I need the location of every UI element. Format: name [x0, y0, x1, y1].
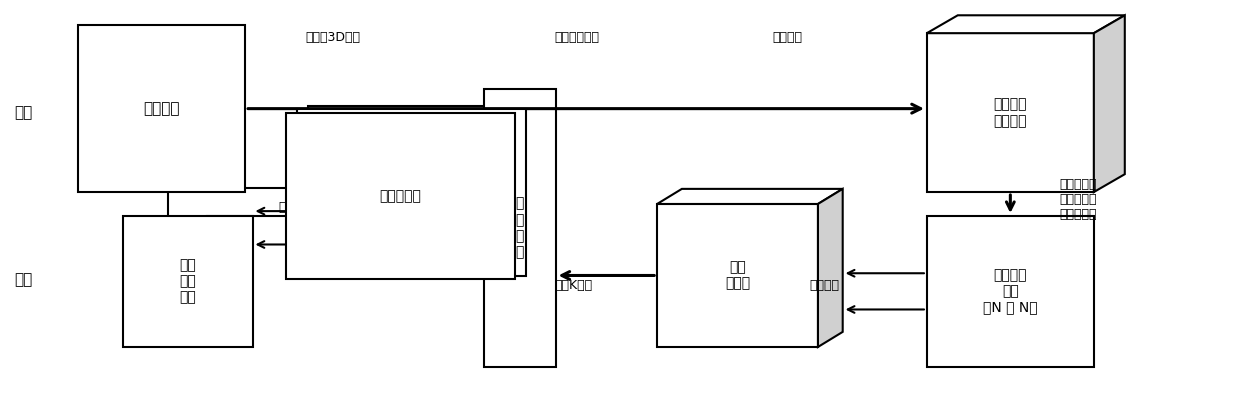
Text: 计算人脸中
所有点之间
的表面距离: 计算人脸中 所有点之间 的表面距离 — [1059, 178, 1096, 222]
Text: 转换为3D点云: 转换为3D点云 — [305, 31, 361, 44]
Text: 输入: 输入 — [14, 105, 32, 120]
Polygon shape — [1094, 15, 1125, 192]
Polygon shape — [657, 189, 843, 204]
Bar — [286, 113, 515, 280]
Bar — [78, 25, 246, 192]
Text: 表面距离
矩阵
（N ＊ N）: 表面距离 矩阵 （N ＊ N） — [983, 268, 1038, 314]
Polygon shape — [926, 33, 1094, 192]
Text: 等距映射: 等距映射 — [810, 279, 839, 292]
Text: 深度图片: 深度图片 — [144, 101, 180, 116]
Bar — [309, 106, 537, 273]
Text: 特征数据库: 特征数据库 — [379, 189, 422, 203]
Text: 表面重建: 表面重建 — [773, 31, 802, 44]
Polygon shape — [657, 204, 818, 347]
Bar — [298, 110, 526, 276]
Text: 重建后的
三维人脸: 重建后的 三维人脸 — [993, 98, 1027, 128]
Text: 降采样，去噪: 降采样，去噪 — [554, 31, 599, 44]
Polygon shape — [926, 15, 1125, 33]
Text: 计算K阶矩: 计算K阶矩 — [554, 279, 591, 292]
Bar — [484, 89, 556, 367]
Bar — [926, 216, 1094, 367]
Text: 输出: 输出 — [14, 272, 32, 287]
Text: 最终
识别
结果: 最终 识别 结果 — [180, 258, 196, 305]
Text: 对比: 对比 — [279, 202, 294, 214]
Text: 特
征
向
量: 特 征 向 量 — [516, 196, 525, 259]
Polygon shape — [818, 189, 843, 347]
Text: 人脸
标准型: 人脸 标准型 — [725, 260, 750, 290]
Bar — [123, 216, 253, 347]
